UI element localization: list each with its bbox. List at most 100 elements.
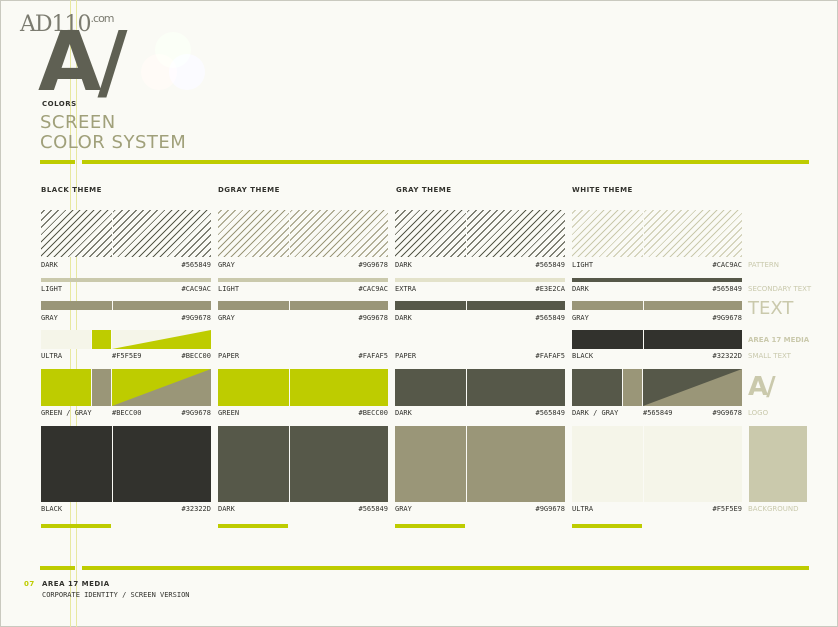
- swatch-label: LIGHT: [41, 285, 63, 293]
- legend-logo: LOGO: [748, 409, 769, 417]
- swatch-gray: [41, 301, 211, 310]
- guide-line: [70, 0, 71, 627]
- swatch-label: LIGHT: [572, 261, 594, 269]
- swatch-label: ULTRA: [572, 505, 594, 513]
- swatch-hex: #565849: [535, 261, 565, 269]
- swatch-label: GRAY: [41, 314, 58, 322]
- swatch-label: ULTRA: [41, 352, 63, 360]
- swatch-diagonal: [112, 330, 211, 349]
- legend-area17: AREA 17 MEDIA: [748, 336, 810, 344]
- swatch-light: [218, 278, 388, 282]
- legend-secondary-text: SECONDARY TEXT: [748, 285, 812, 293]
- swatch-hex: #BECC00: [358, 409, 388, 417]
- swatch-hex: #565849: [181, 261, 211, 269]
- legend-logo-mark: A/: [748, 372, 776, 402]
- theme-heading-black: BLACK THEME: [41, 186, 102, 194]
- swatch-hex: #9G9678: [181, 409, 211, 417]
- swatch-dark-pattern: [395, 210, 565, 257]
- swatch-dark: [395, 301, 565, 310]
- theme-heading-dgray: DGRAY THEME: [218, 186, 280, 194]
- swatch-hex: #F5F5E9: [712, 505, 742, 513]
- swatch-label: GRAY: [218, 314, 235, 322]
- swatch-label: EXTRA: [395, 285, 417, 293]
- swatch-label: DARK: [572, 285, 589, 293]
- swatch-label: DARK: [395, 409, 412, 417]
- swatch-gray: [218, 301, 388, 310]
- guide-line: [76, 0, 77, 627]
- swatch-label: GRAY: [572, 314, 589, 322]
- accent-bar: [218, 524, 288, 528]
- swatch-hex: #BECC00: [112, 409, 142, 417]
- swatch-black: [572, 330, 742, 349]
- swatch-label: GRAY: [218, 261, 235, 269]
- swatch-hex: #CAC9AC: [358, 285, 388, 293]
- swatch-hex: #565849: [712, 285, 742, 293]
- swatch-ultra: [41, 330, 91, 349]
- swatch-label: PAPER: [395, 352, 417, 360]
- swatch-green: [92, 330, 111, 349]
- swatch-black: [41, 426, 211, 502]
- swatch-hex: #CAC9AC: [181, 285, 211, 293]
- legend-background: BACKGROUND: [748, 505, 799, 513]
- swatch-hex: #FAFAF5: [535, 352, 565, 360]
- swatch-gray: [623, 369, 642, 406]
- swatch-hex: #32322D: [181, 505, 211, 513]
- swatch-label: DARK: [41, 261, 58, 269]
- swatch-label: GRAY: [395, 505, 412, 513]
- swatch-hex: #9G9678: [712, 314, 742, 322]
- swatch-light-pattern: [572, 210, 742, 257]
- swatch-dark: [218, 426, 388, 502]
- swatch-hex: #9G9678: [358, 314, 388, 322]
- accent-bar: [40, 160, 75, 164]
- swatch-green: [218, 369, 388, 406]
- footer-company: AREA 17 MEDIA: [42, 580, 110, 588]
- logo-mark: A/: [38, 15, 127, 110]
- accent-bar: [40, 566, 75, 570]
- page-title: SCREEN COLOR SYSTEM: [40, 112, 187, 153]
- swatch-hex: #565849: [358, 505, 388, 513]
- accent-bar: [82, 566, 809, 570]
- swatch-label: DARK: [218, 505, 235, 513]
- swatch-hex: #9G9678: [535, 505, 565, 513]
- swatch-hex: #CAC9AC: [712, 261, 742, 269]
- legend-pattern: PATTERN: [748, 261, 779, 269]
- swatch-label: DARK: [395, 314, 412, 322]
- colors-label: COLORS: [42, 100, 77, 108]
- legend-text: TEXT: [748, 298, 794, 319]
- swatch-dark: [572, 369, 622, 406]
- accent-bar: [395, 524, 465, 528]
- swatch-label: LIGHT: [218, 285, 240, 293]
- swatch-hex: #FAFAF5: [358, 352, 388, 360]
- swatch-hex: #565849: [535, 314, 565, 322]
- accent-bar: [82, 160, 809, 164]
- swatch-light: [41, 278, 211, 282]
- swatch-dark: [395, 369, 565, 406]
- swatch-hex: #F5F5E9: [112, 352, 142, 360]
- swatch-hex: #9G9678: [358, 261, 388, 269]
- swatch-label: GREEN / GRAY: [41, 409, 92, 417]
- swatch-label: GREEN: [218, 409, 240, 417]
- page-number: 07: [24, 580, 35, 588]
- swatch-label: BLACK: [41, 505, 63, 513]
- theme-heading-white: WHITE THEME: [572, 186, 633, 194]
- swatch-gray: [395, 426, 565, 502]
- footer-subtitle: CORPORATE IDENTITY / SCREEN VERSION: [42, 591, 190, 599]
- swatch-hex: #9G9678: [712, 409, 742, 417]
- swatch-gray: [572, 301, 742, 310]
- swatch-hex: #9G9678: [181, 314, 211, 322]
- watermark: AD110.com: [20, 12, 115, 37]
- swatch-label: DARK / GRAY: [572, 409, 619, 417]
- swatch-label: PAPER: [218, 352, 240, 360]
- swatch-label: DARK: [395, 261, 412, 269]
- swatch-green: [41, 369, 91, 406]
- swatch-hex: #565849: [643, 409, 673, 417]
- accent-bar: [41, 524, 111, 528]
- swatch-gray: [92, 369, 111, 406]
- swatch-diagonal: [643, 369, 742, 406]
- accent-bar: [572, 524, 642, 528]
- swatch-ultra: [572, 426, 742, 502]
- swatch-dark-pattern: [41, 210, 211, 257]
- swatch-diagonal: [112, 369, 211, 406]
- swatch-label: BLACK: [572, 352, 594, 360]
- swatch-hex: #565849: [535, 409, 565, 417]
